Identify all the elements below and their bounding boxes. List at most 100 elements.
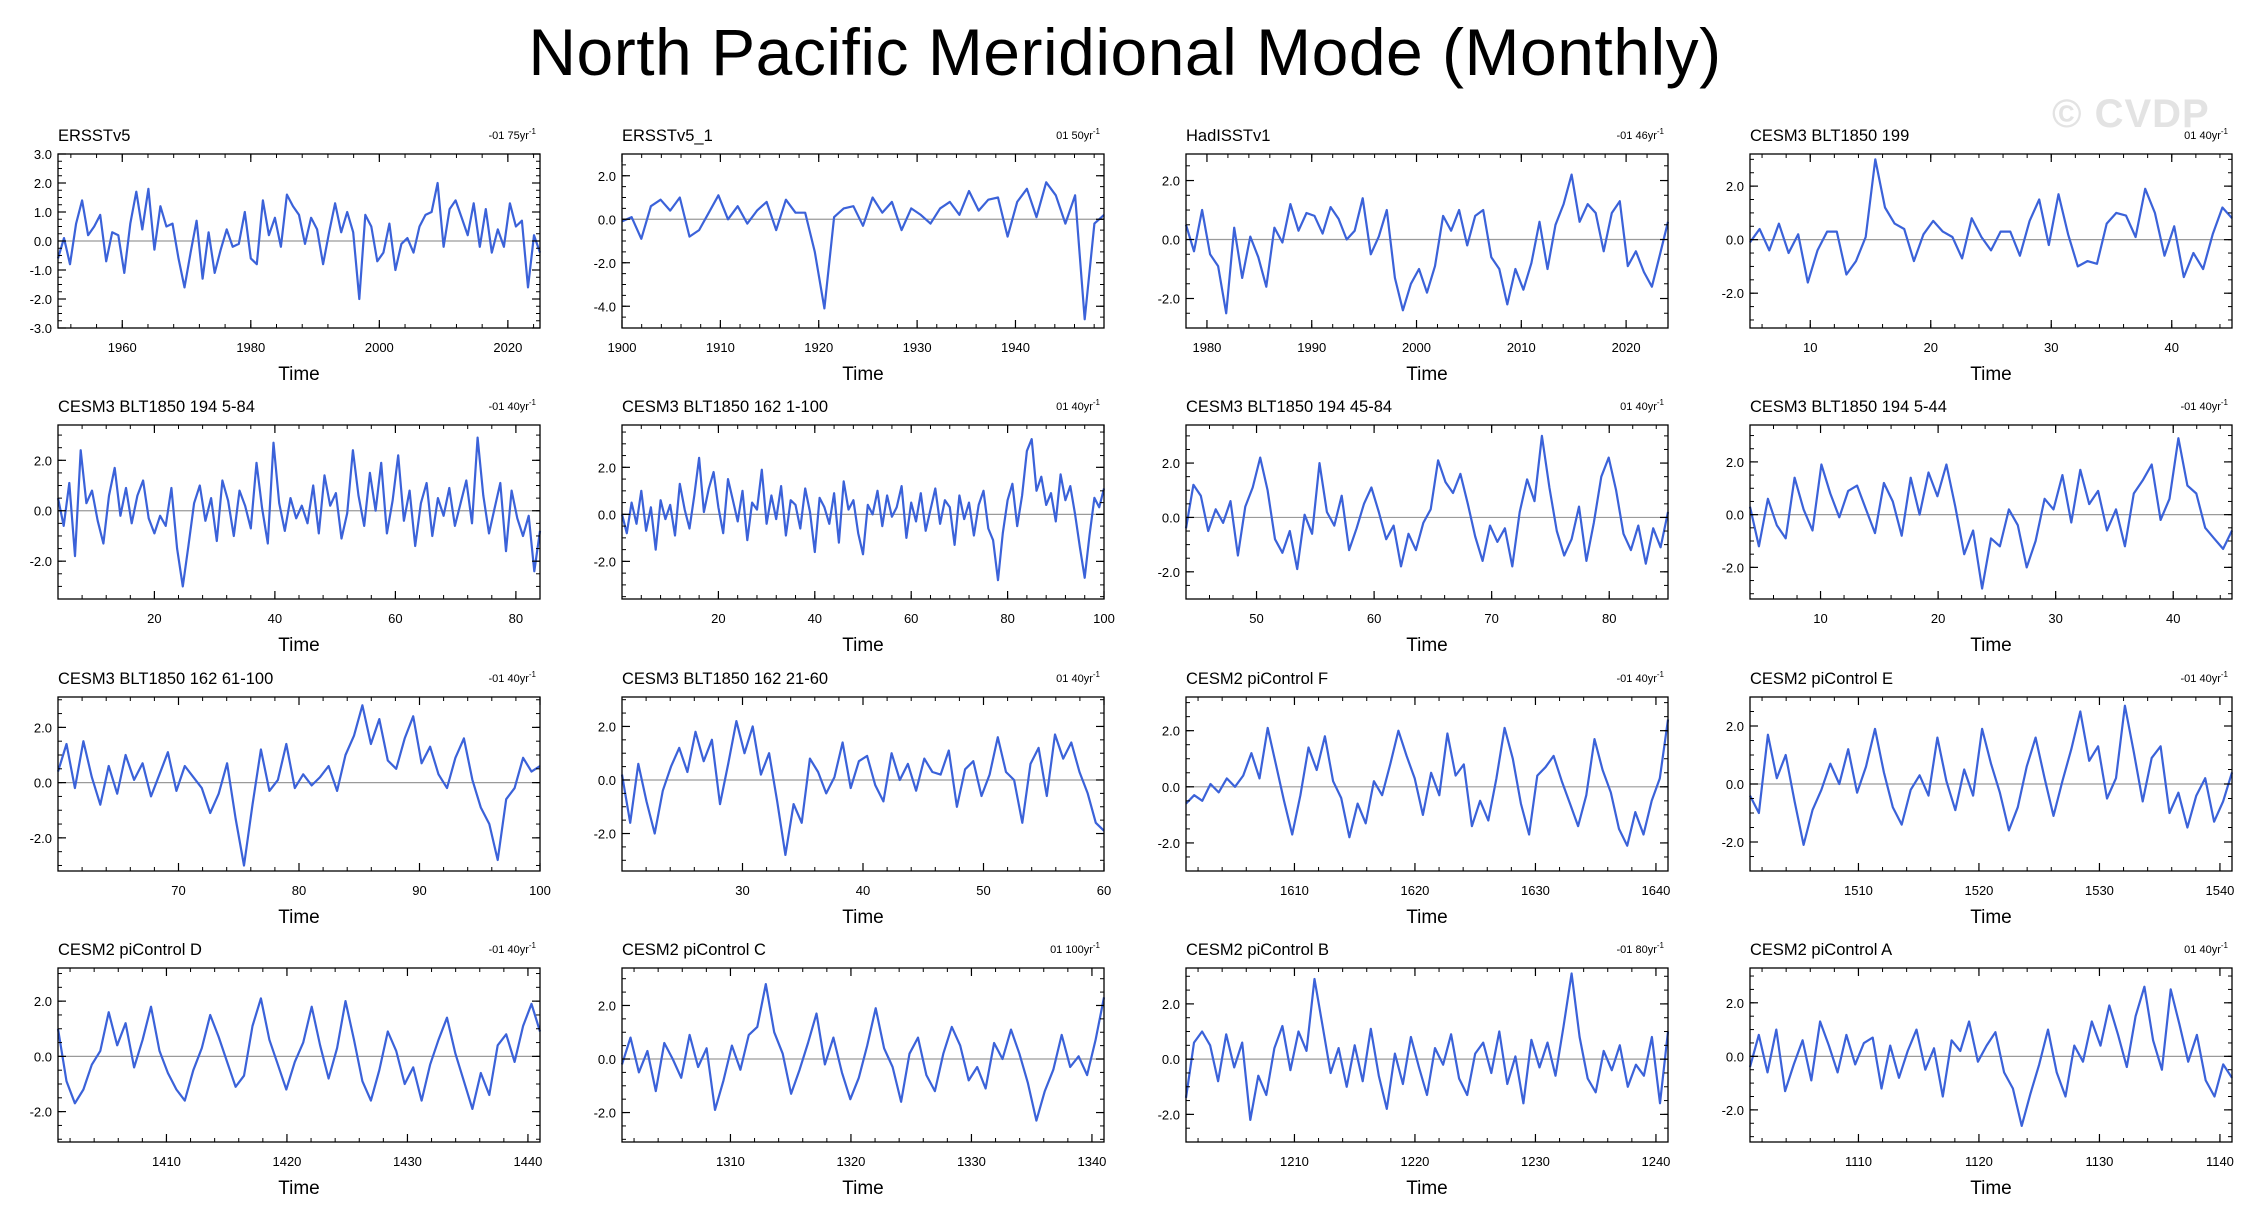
y-tick-label: -2.0 (30, 831, 52, 846)
x-axis-label: Time (278, 635, 320, 656)
x-tick-label: 40 (856, 883, 870, 898)
x-axis-label: Time (1406, 907, 1448, 928)
x-axis-label: Time (842, 1178, 884, 1199)
x-axis-label: Time (842, 364, 884, 385)
x-tick-label: 1900 (608, 340, 637, 355)
y-tick-label: 2.0 (34, 720, 52, 735)
x-tick-label: 1940 (1001, 340, 1030, 355)
x-tick-label: 40 (2166, 611, 2180, 626)
plot-frame (1185, 696, 1669, 872)
x-axis-label: Time (1406, 1178, 1448, 1199)
trend-exponent: -1 (1093, 398, 1101, 407)
trend-label: 01 40yr-1 (1620, 398, 1664, 413)
chart-panel: CESM2 piControl A 01 40yr-1 -2.0 0.0 2.0 1110… (1722, 941, 2234, 1199)
chart-panel: CESM3 BLT1850 194 5-44 -01 40yr-1 -2.0 0.0 2… (1722, 398, 2233, 656)
panel-title: CESM2 piControl C (622, 941, 766, 959)
y-tick-label: 0.0 (1162, 233, 1180, 248)
x-tick-label: 1320 (836, 1154, 865, 1169)
x-tick-label: 90 (412, 883, 426, 898)
chart-panel: CESM2 piControl F -01 40yr-1 -2.0 0.0 2.0 161… (1158, 670, 1671, 928)
x-tick-label: 40 (2165, 340, 2179, 355)
trend-exponent: -1 (1657, 398, 1665, 407)
y-tick-label: 0.0 (1726, 777, 1744, 792)
panel-title: CESM3 BLT1850 199 (1750, 127, 1909, 145)
x-tick-label: 10 (1813, 611, 1827, 626)
y-tick-label: -2.0 (1722, 286, 1744, 301)
plot-frame (621, 153, 1105, 329)
y-tick-label: 2.0 (1162, 997, 1180, 1012)
panel-title: CESM2 piControl E (1750, 670, 1893, 688)
y-tick-label: 2.0 (1726, 455, 1744, 470)
chart-panel: CESM3 BLT1850 162 1-100 01 40yr-1 -2.0 0.0 2… (594, 398, 1115, 656)
x-tick-label: 1510 (1844, 883, 1873, 898)
trend-exponent: -1 (1657, 941, 1665, 950)
y-tick-label: -2.0 (30, 292, 52, 307)
series-line (56, 704, 541, 867)
y-tick-label: -4.0 (594, 299, 616, 314)
y-tick-label: 2.0 (34, 453, 52, 468)
x-tick-label: 70 (1484, 611, 1498, 626)
series-line (620, 438, 1106, 582)
x-tick-label: 2020 (493, 340, 522, 355)
x-tick-label: 70 (171, 883, 185, 898)
panel-title: ERSSTv5 (58, 127, 130, 145)
x-tick-label: 40 (808, 611, 822, 626)
chart-panel: CESM3 BLT1850 194 45-84 01 40yr-1 -2.0 0.0 2… (1158, 398, 1670, 656)
x-tick-label: 1990 (1297, 340, 1326, 355)
x-tick-label: 2000 (365, 340, 394, 355)
x-tick-label: 1620 (1400, 883, 1429, 898)
trend-exponent: -1 (2221, 670, 2229, 679)
x-tick-label: 1930 (903, 340, 932, 355)
plot-frame (621, 696, 1105, 872)
x-tick-label: 50 (1249, 611, 1263, 626)
x-tick-label: 60 (1367, 611, 1381, 626)
y-tick-label: 3.0 (34, 147, 52, 162)
plot-frame (1749, 153, 2233, 329)
series-line (1749, 158, 2233, 284)
series-line (620, 720, 1105, 856)
x-tick-label: 20 (1931, 611, 1945, 626)
y-tick-label: -2.0 (30, 1105, 52, 1120)
plot-frame (1749, 424, 2233, 600)
chart-panel: HadISSTv1 -01 46yr-1 -2.0 0.0 2.0 1980 1990 200… (1158, 127, 1670, 385)
y-tick-label: 0.0 (598, 1052, 616, 1067)
page-title: North Pacific Meridional Mode (Monthly) (528, 15, 1722, 89)
y-tick-label: -2.0 (594, 256, 616, 271)
y-tick-label: -2.0 (30, 554, 52, 569)
y-tick-label: 2.0 (1162, 174, 1180, 189)
x-tick-label: 1540 (2205, 883, 2234, 898)
chart-panel: CESM3 BLT1850 162 61-100 -01 40yr-1 -2.0 0.… (30, 670, 551, 928)
trend-label: 01 40yr-1 (2184, 127, 2228, 142)
plot-frame (1185, 424, 1669, 600)
x-tick-label: 20 (1924, 340, 1938, 355)
trend-label: 01 50yr-1 (1056, 127, 1100, 142)
y-tick-label: 2.0 (598, 719, 616, 734)
x-tick-label: 1640 (1641, 883, 1670, 898)
chart-panel: CESM3 BLT1850 162 21-60 01 40yr-1 -2.0 0.0 2… (594, 670, 1112, 928)
y-tick-label: -2.0 (594, 1106, 616, 1121)
series-line (1749, 704, 2234, 846)
trend-label: -01 80yr-1 (1617, 941, 1665, 956)
trend-label: -01 40yr-1 (489, 398, 537, 413)
panel-title: CESM3 BLT1850 162 61-100 (58, 670, 273, 688)
trend-exponent: -1 (529, 941, 537, 950)
series-line (1184, 972, 1670, 1121)
panel-title: ERSSTv5_1 (622, 127, 713, 145)
panel-title: CESM2 piControl F (1186, 670, 1328, 688)
plot-frame (1749, 967, 2233, 1143)
x-axis-label: Time (278, 907, 320, 928)
x-tick-label: 60 (388, 611, 402, 626)
chart-panel: CESM3 BLT1850 199 01 40yr-1 -2.0 0.0 2.0 10 20… (1722, 127, 2233, 385)
y-tick-label: 1.0 (34, 205, 52, 220)
y-tick-label: 2.0 (598, 998, 616, 1013)
plot-frame (1185, 967, 1669, 1143)
panel-title: CESM3 BLT1850 194 5-84 (58, 398, 255, 416)
x-tick-label: 1140 (2206, 1154, 2234, 1169)
x-tick-label: 100 (529, 883, 551, 898)
trend-label: -01 40yr-1 (1617, 670, 1665, 685)
trend-exponent: -1 (2221, 127, 2229, 136)
trend-exponent: -1 (1657, 670, 1665, 679)
y-tick-label: 2.0 (1726, 996, 1744, 1011)
series-line (56, 997, 542, 1110)
